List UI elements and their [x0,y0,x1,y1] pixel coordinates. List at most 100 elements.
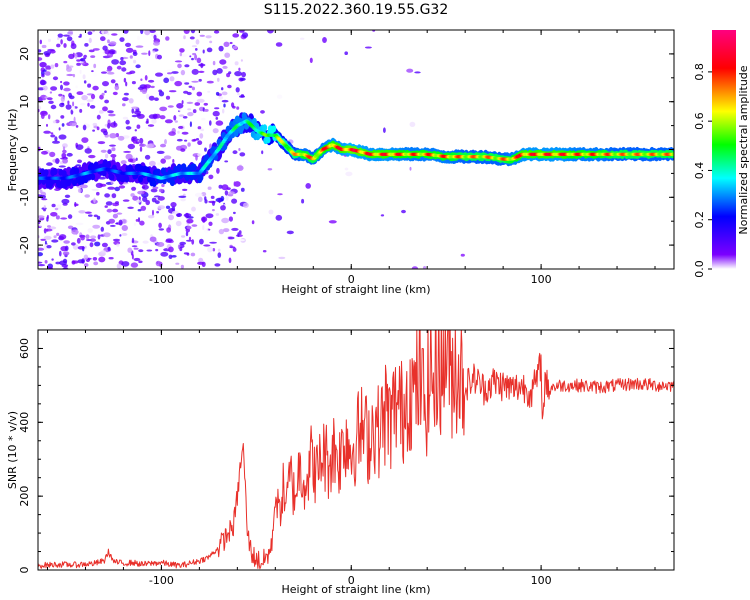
noise-speck [40,94,47,101]
noise-speck [411,266,419,269]
noise-speck [41,44,47,49]
ridge-mid [265,136,271,144]
noise-speck [215,116,219,120]
noise-speck [76,237,81,244]
noise-speck [170,202,177,208]
noise-speck [199,238,204,245]
noise-speck [344,167,349,171]
snr-frame [37,329,675,571]
noise-speck [228,71,232,75]
noise-speck [84,194,90,198]
noise-speck [198,78,202,82]
noise-speck [93,261,99,266]
noise-speck [60,115,65,119]
figure-title: S115.2022.360.19.55.G32 [264,2,449,18]
noise-speck [50,104,57,110]
noise-speck [138,249,144,253]
noise-speck [115,201,119,205]
noise-speck [111,59,119,65]
noise-speck [234,71,243,77]
noise-speck [179,246,183,252]
noise-speck [63,60,68,64]
noise-speck [62,251,70,256]
noise-speck [67,225,74,230]
noise-speck [63,81,70,86]
ridge-mid [106,161,112,168]
noise-speck [158,222,162,228]
noise-speck [215,120,224,126]
noise-speck [181,131,189,135]
noise-speck [123,92,129,96]
noise-speck [131,106,139,110]
noise-speck [54,136,58,142]
noise-speck [198,70,205,73]
noise-speck [218,203,224,206]
noise-speck [233,181,236,187]
noise-speck [156,150,165,154]
noise-speck [75,222,84,226]
noise-speck [191,206,196,212]
noise-speck [213,30,220,34]
noise-speck [116,263,122,269]
noise-speck [45,65,52,70]
snr-marks [38,330,674,570]
noise-speck [89,242,94,248]
noise-speck [191,239,195,245]
noise-speck [203,244,211,247]
noise-speck [47,266,53,269]
noise-speck [85,234,90,239]
noise-speck [123,77,127,83]
colorbar-label: Normalized spectral amplitude [737,65,750,234]
noise-speck [39,39,42,45]
noise-speck [132,51,138,57]
noise-speck [58,93,63,97]
noise-speck [67,214,73,219]
noise-speck [228,257,232,264]
noise-speck [93,214,98,218]
noise-speck [50,132,54,135]
noise-speck [62,146,66,151]
noise-speck [160,251,169,257]
noise-speck [217,77,220,82]
noise-speck [158,188,164,193]
noise-speck [179,52,183,57]
noise-speck [89,105,96,109]
noise-speck [88,37,92,44]
noise-speck [54,207,59,211]
noise-speck [81,137,89,144]
noise-speck [72,106,76,112]
noise-speck [182,116,188,119]
noise-speck [90,55,96,58]
noise-speck [178,125,184,129]
noise-speck [116,243,120,247]
ridge-mid [74,167,80,175]
noise-speck [184,82,190,85]
noise-speck [153,41,160,46]
noise-speck [106,69,112,72]
noise-speck [39,189,43,194]
noise-speck [153,34,157,40]
noise-speck [183,35,186,40]
noise-speck [61,198,70,204]
noise-speck [135,64,141,69]
noise-speck [50,134,56,138]
x-tick-label: -100 [149,273,174,286]
noise-speck [80,102,86,106]
noise-speck [125,47,134,53]
noise-speck [119,60,127,66]
noise-speck [217,252,222,258]
noise-speck [107,122,111,129]
noise-speck [221,87,224,91]
noise-speck [86,99,94,102]
noise-speck [148,95,155,101]
noise-speck [201,216,206,223]
noise-speck [38,261,43,264]
noise-speck [38,57,43,61]
noise-speck [138,196,141,201]
noise-speck [309,57,313,63]
noise-speck [69,95,75,100]
noise-speck [51,203,56,208]
noise-speck [232,33,240,38]
snr-series-line [38,330,674,570]
noise-speck [145,120,149,124]
